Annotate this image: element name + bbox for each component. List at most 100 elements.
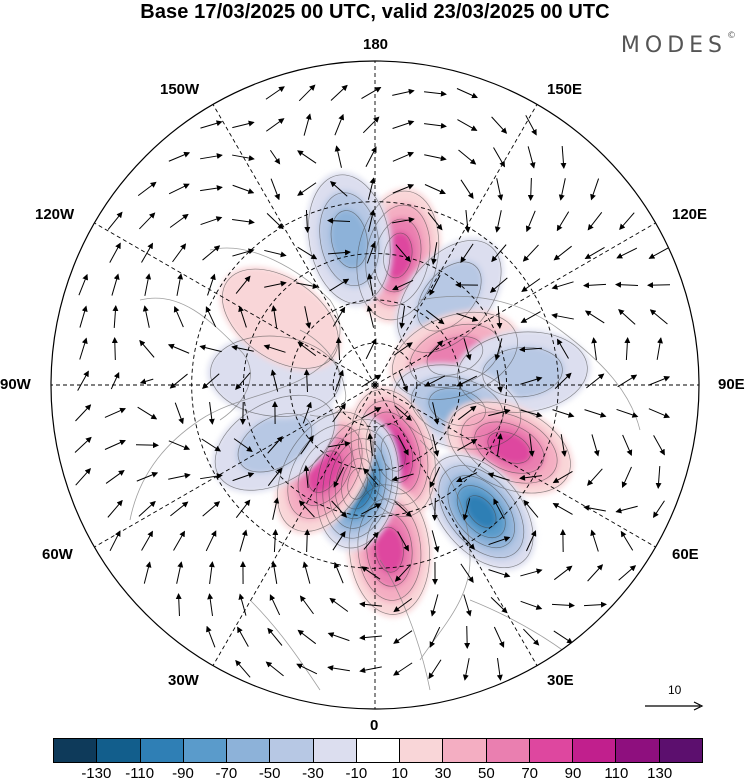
wind-arrow — [391, 473, 414, 482]
wind-arrow — [591, 337, 598, 360]
wind-arrow — [232, 120, 255, 129]
wind-arrow — [624, 337, 631, 361]
wind-arrow — [361, 566, 381, 580]
meridian-line — [374, 384, 538, 666]
wind-arrow — [393, 662, 413, 676]
wind-arrow — [270, 178, 280, 201]
meridian-line — [374, 222, 656, 386]
wind-arrow — [172, 243, 187, 263]
wind-arrow — [462, 498, 471, 521]
wind-arrow — [332, 530, 346, 551]
wind-arrow — [556, 211, 570, 232]
wind-arrow — [615, 281, 639, 288]
wind-arrow — [424, 154, 447, 162]
wind-arrow — [365, 146, 377, 168]
wind-arrow — [363, 531, 379, 550]
wind-arrow — [496, 658, 503, 681]
colorbar-tick-label: -90 — [172, 765, 194, 782]
wind-arrow — [397, 531, 409, 552]
colorbar-cell — [529, 739, 574, 762]
wind-arrow — [208, 561, 215, 584]
wind-arrow — [488, 408, 511, 417]
wind-arrow — [297, 150, 317, 164]
wind-arrow — [297, 341, 317, 357]
wind-arrow — [359, 634, 382, 641]
wind-arrow — [456, 88, 478, 99]
wind-arrow — [169, 373, 188, 389]
wind-arrow — [556, 338, 569, 359]
brand-logo: MODES© — [621, 31, 736, 58]
colorbar-tick-label: 30 — [434, 765, 452, 782]
wind-arrow — [394, 405, 413, 421]
wind-arrow — [272, 497, 280, 520]
lon-label-60w: 60W — [42, 546, 73, 563]
lon-label-0: 0 — [370, 717, 379, 734]
wind-arrow — [560, 145, 567, 169]
vector-scale-value: 10 — [668, 683, 682, 697]
coastlines — [129, 247, 641, 691]
colorbar-cell — [227, 739, 271, 762]
wind-arrow — [460, 243, 474, 263]
wind-arrow — [496, 305, 503, 329]
contour-line — [307, 174, 391, 304]
wind-arrow — [141, 242, 153, 263]
wind-arrow — [302, 401, 312, 424]
wind-arrow — [135, 442, 159, 449]
meridian-line — [374, 104, 538, 386]
wind-arrow — [520, 409, 543, 418]
map-title: Base 17/03/2025 00 UTC, valid 23/03/2025… — [140, 1, 610, 23]
wind-arrow — [297, 182, 317, 196]
wind-arrow — [105, 470, 125, 484]
graticule — [51, 61, 699, 709]
wind-arrow — [525, 530, 537, 552]
wind-arrow — [112, 305, 119, 329]
meridian-line — [374, 384, 656, 548]
wind-arrow — [142, 305, 150, 328]
wind-arrow — [107, 211, 123, 230]
wind-arrow — [560, 434, 567, 457]
wind-arrow — [460, 563, 474, 583]
wind-arrow — [432, 434, 440, 457]
wind-arrow — [235, 275, 251, 294]
wind-arrow — [616, 247, 638, 259]
wind-arrow — [558, 178, 566, 201]
contour-line — [447, 475, 515, 548]
lon-label-90w: 90W — [0, 376, 31, 393]
wind-arrow — [272, 529, 279, 553]
wind-arrow — [618, 308, 636, 325]
wind-arrow — [107, 499, 123, 518]
wind-arrow — [168, 151, 191, 162]
contour-line — [375, 526, 404, 573]
wind-arrow — [583, 601, 607, 608]
wind-arrow — [296, 282, 319, 290]
lon-label-150e: 150E — [547, 81, 583, 98]
wind-arrow — [393, 598, 413, 613]
wind-arrow — [231, 344, 254, 352]
contour-line — [365, 411, 421, 495]
wind-arrow — [496, 433, 503, 456]
wind-arrow — [523, 628, 540, 646]
wind-arrow — [202, 501, 221, 517]
meridian-line — [94, 384, 376, 548]
wind-arrow — [620, 530, 634, 551]
colorbar-tick-label: 50 — [477, 765, 495, 782]
wind-arrow — [207, 593, 214, 616]
contour-line — [393, 364, 522, 450]
wind-arrow — [424, 375, 446, 387]
wind-arrow — [361, 374, 382, 388]
contour-line — [357, 498, 422, 601]
wind-arrow — [77, 370, 89, 391]
wind-arrow — [332, 403, 346, 423]
contour-lines — [210, 174, 588, 615]
wind-arrow — [270, 369, 279, 392]
wind-arrow — [622, 434, 633, 457]
meridian-line — [212, 104, 376, 386]
wind-arrow — [232, 218, 255, 225]
wind-arrow — [648, 408, 671, 419]
wind-arrow — [488, 569, 511, 578]
wind-arrow — [329, 597, 349, 612]
colorbar-tick-label: 70 — [521, 765, 538, 782]
wind-arrow — [458, 149, 477, 165]
wind-arrow — [457, 405, 477, 421]
